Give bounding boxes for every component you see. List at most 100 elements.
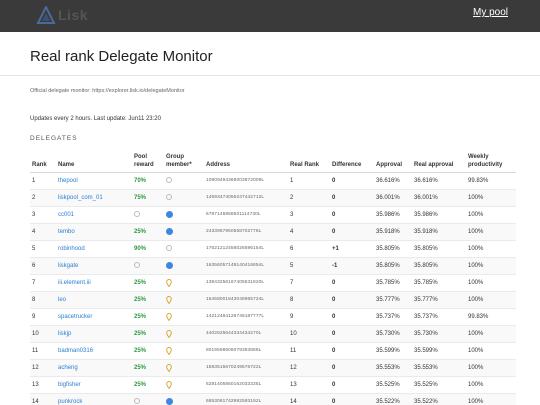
real-approval-cell: 35.805% [412, 257, 466, 275]
address-cell: 14593474056247442712L [204, 189, 288, 207]
col-header-pool-reward[interactable]: Pool reward [132, 148, 164, 173]
difference-cell: 0 [330, 223, 374, 241]
group-member-pin-icon [166, 312, 172, 321]
difference-cell: 0 [330, 189, 374, 207]
table-header-row: Rank Name Pool reward Group member* Addr… [30, 148, 516, 173]
productivity-cell: 100% [466, 240, 516, 258]
group-member-empty-circle-icon [166, 194, 172, 201]
real-rank-cell: 12 [288, 359, 330, 377]
col-header-group-member[interactable]: Group member* [164, 148, 204, 173]
col-header-difference[interactable]: Difference [330, 148, 374, 173]
col-header-address[interactable]: Address [204, 148, 288, 173]
real-rank-cell: 5 [288, 257, 330, 275]
pool-reward-empty-circle-icon [134, 262, 140, 269]
group-member-empty-circle-icon [166, 177, 172, 184]
approval-cell: 35.522% [374, 393, 412, 405]
pool-reward-cell: 25% [132, 274, 164, 292]
col-header-real-approval[interactable]: Real approval [412, 148, 466, 173]
delegate-name-link[interactable]: bigfisher [56, 376, 132, 394]
table-row: 9 spacetrucker 25% 14212484126746187777L 9 0 3… [30, 308, 516, 326]
delegate-name-link[interactable]: spacetrucker [56, 308, 132, 326]
delegate-name-link[interactable]: iii.element.iii [56, 274, 132, 292]
group-member-cell [164, 376, 204, 394]
approval-cell: 35.785% [374, 274, 412, 292]
address-cell: 13943256167405531820L [204, 274, 288, 292]
group-member-cell [164, 393, 204, 405]
table-row: 14 punkrock 6853061742992593192L 14 0 35.522%… [30, 393, 516, 405]
pool-reward-cell: 90% [132, 240, 164, 258]
rank-cell: 12 [30, 359, 56, 377]
real-rank-cell: 13 [288, 376, 330, 394]
table-row: 6 liskgate 16356057149140416854L 5 -1 35.805%… [30, 257, 516, 275]
table-row: 12 acheng 25% 1583515670249576722L 12 0 35.553… [30, 359, 516, 377]
lisk-logo[interactable]: Lisk [36, 4, 96, 26]
delegate-name-link[interactable]: tembo [56, 223, 132, 241]
real-approval-cell: 35.777% [412, 291, 466, 309]
productivity-cell: 100% [466, 274, 516, 292]
delegate-name-link[interactable]: robinhood [56, 240, 132, 258]
group-member-cell [164, 172, 204, 190]
difference-cell: 0 [330, 274, 374, 292]
delegate-name-link[interactable]: punkrock [56, 393, 132, 405]
group-member-cell [164, 274, 204, 292]
col-header-name[interactable]: Name [56, 148, 132, 173]
group-member-pin-icon [166, 278, 172, 287]
difference-cell: 0 [330, 325, 374, 343]
col-header-real-rank[interactable]: Real Rank [288, 148, 330, 173]
productivity-cell: 99.83% [466, 172, 516, 190]
difference-cell: 0 [330, 206, 374, 224]
monitor-note: Official delegate monitor: https://explo… [30, 88, 185, 94]
rank-cell: 14 [30, 393, 56, 405]
pool-reward-cell: 70% [132, 172, 164, 190]
group-member-dot-icon [166, 227, 173, 235]
address-cell: 10809494368003872009L [204, 172, 288, 190]
group-member-cell [164, 257, 204, 275]
approval-cell: 35.737% [374, 308, 412, 326]
table-row: 4 tembo 25% 2433957950558702776L 4 0 35.918% 35… [30, 223, 516, 241]
col-header-weekly-productivity[interactable]: Weekly productivity [466, 148, 516, 173]
real-rank-cell: 1 [288, 172, 330, 190]
my-pool-link[interactable]: My pool [472, 7, 508, 18]
delegate-name-link[interactable]: badman0316 [56, 342, 132, 360]
delegate-name-link[interactable]: acheng [56, 359, 132, 377]
approval-cell: 36.616% [374, 172, 412, 190]
pool-reward-cell: 75% [132, 189, 164, 207]
approval-cell: 35.986% [374, 206, 412, 224]
rank-cell: 11 [30, 342, 56, 360]
real-approval-cell: 35.805% [412, 240, 466, 258]
group-member-cell [164, 308, 204, 326]
real-approval-cell: 36.001% [412, 189, 466, 207]
address-cell: 8019598606079393888L [204, 342, 288, 360]
group-member-dot-icon [166, 397, 173, 405]
delegates-table: Rank Name Pool reward Group member* Addr… [30, 148, 516, 405]
col-header-approval[interactable]: Approval [374, 148, 412, 173]
group-member-cell [164, 325, 204, 343]
delegate-name-link[interactable]: liskpool_com_01 [56, 189, 132, 207]
rank-cell: 10 [30, 325, 56, 343]
productivity-cell: 100% [466, 189, 516, 207]
address-cell: 16356057149140416854L [204, 257, 288, 275]
productivity-cell: 100% [466, 393, 516, 405]
group-member-pin-icon [166, 363, 172, 372]
pool-reward-cell: 25% [132, 376, 164, 394]
group-member-pin-icon [166, 346, 172, 355]
address-cell: 6787145958501114730L [204, 206, 288, 224]
real-approval-cell: 36.616% [412, 172, 466, 190]
delegate-name-link[interactable]: cc001 [56, 206, 132, 224]
rank-cell: 9 [30, 308, 56, 326]
col-header-rank[interactable]: Rank [30, 148, 56, 173]
delegate-name-link[interactable]: liskjp [56, 325, 132, 343]
pool-reward-empty-circle-icon [134, 211, 140, 218]
real-rank-cell: 8 [288, 291, 330, 309]
real-approval-cell: 35.522% [412, 393, 466, 405]
rank-cell: 7 [30, 274, 56, 292]
delegate-name-link[interactable]: thepool [56, 172, 132, 190]
delegate-name-link[interactable]: leo [56, 291, 132, 309]
group-member-pin-icon [166, 380, 172, 389]
delegate-name-link[interactable]: liskgate [56, 257, 132, 275]
rank-cell: 8 [30, 291, 56, 309]
real-rank-cell: 14 [288, 393, 330, 405]
group-member-cell [164, 240, 204, 258]
approval-cell: 35.805% [374, 240, 412, 258]
real-rank-cell: 6 [288, 240, 330, 258]
